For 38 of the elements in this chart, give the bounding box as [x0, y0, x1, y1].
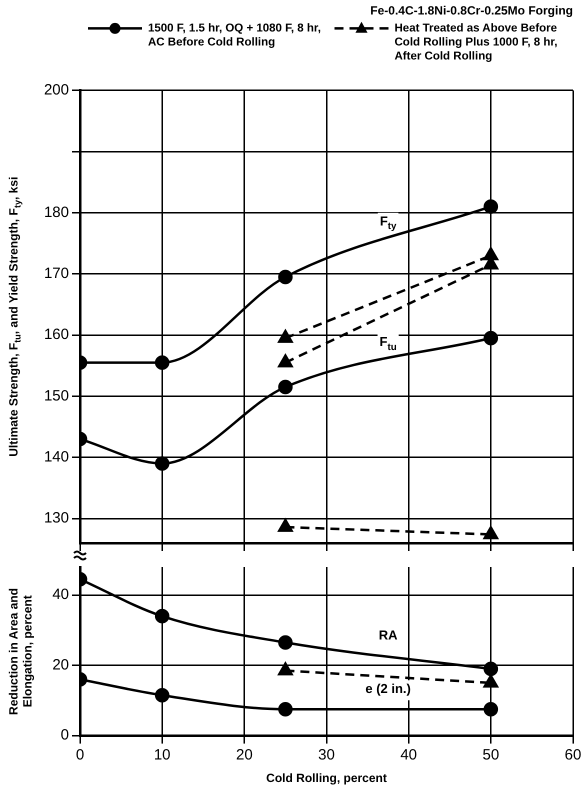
x-tick-label: 30: [318, 746, 335, 764]
point: [278, 635, 293, 650]
x-tick-label: 50: [482, 746, 500, 764]
point: [484, 662, 498, 676]
y-axis-title: Reduction in Area and Elongation, percent: [6, 588, 34, 715]
y-tick-label: 20: [52, 656, 69, 674]
point: [154, 456, 170, 471]
point: [484, 702, 498, 717]
y-tick-label: 180: [44, 204, 69, 221]
y-tick-label: 200: [44, 82, 69, 99]
point: [154, 688, 170, 702]
x-tick-label: 20: [236, 746, 253, 764]
x-axis-title: Cold Rolling, percent: [266, 771, 387, 786]
x-tick-label: 40: [400, 746, 418, 764]
y-tick-label: 40: [52, 586, 69, 604]
point: [484, 330, 498, 346]
x-tick-label: 0: [76, 746, 84, 764]
point: [278, 270, 293, 284]
y-tick-label: 130: [44, 510, 69, 527]
legend-label: 1500 F, 1.5 hr, OQ + 1080 F, 8 hr, AC Before Cold Rolling: [148, 22, 321, 49]
point: [484, 526, 498, 540]
annotation: e (2 in.): [365, 680, 411, 696]
x-tick-label: 60: [564, 746, 582, 764]
y-axis-title: Ultimate Strength, Ftu, and Yield Strength, Fty, ksi: [6, 176, 23, 457]
point: [154, 608, 170, 624]
point: [154, 355, 170, 370]
y-tick-label: 160: [44, 326, 69, 344]
chart-title: Fe-0.4C-1.8Ni-0.8Cr-0.25Mo Forging: [370, 4, 573, 18]
y-tick-label: 0: [60, 726, 69, 744]
x-tick-label: 10: [154, 746, 171, 764]
annotation: RA: [378, 627, 398, 642]
y-tick-label: 140: [44, 448, 69, 466]
point: [278, 702, 293, 717]
y-tick-label: 170: [44, 265, 69, 282]
legend-label: Heat Treated as Above Before Cold Rolling Plus 1000 F, 8 hr, After Cold Rolling: [394, 22, 558, 63]
y-tick-label: 150: [44, 387, 69, 404]
point: [278, 380, 293, 394]
point: [484, 199, 498, 214]
